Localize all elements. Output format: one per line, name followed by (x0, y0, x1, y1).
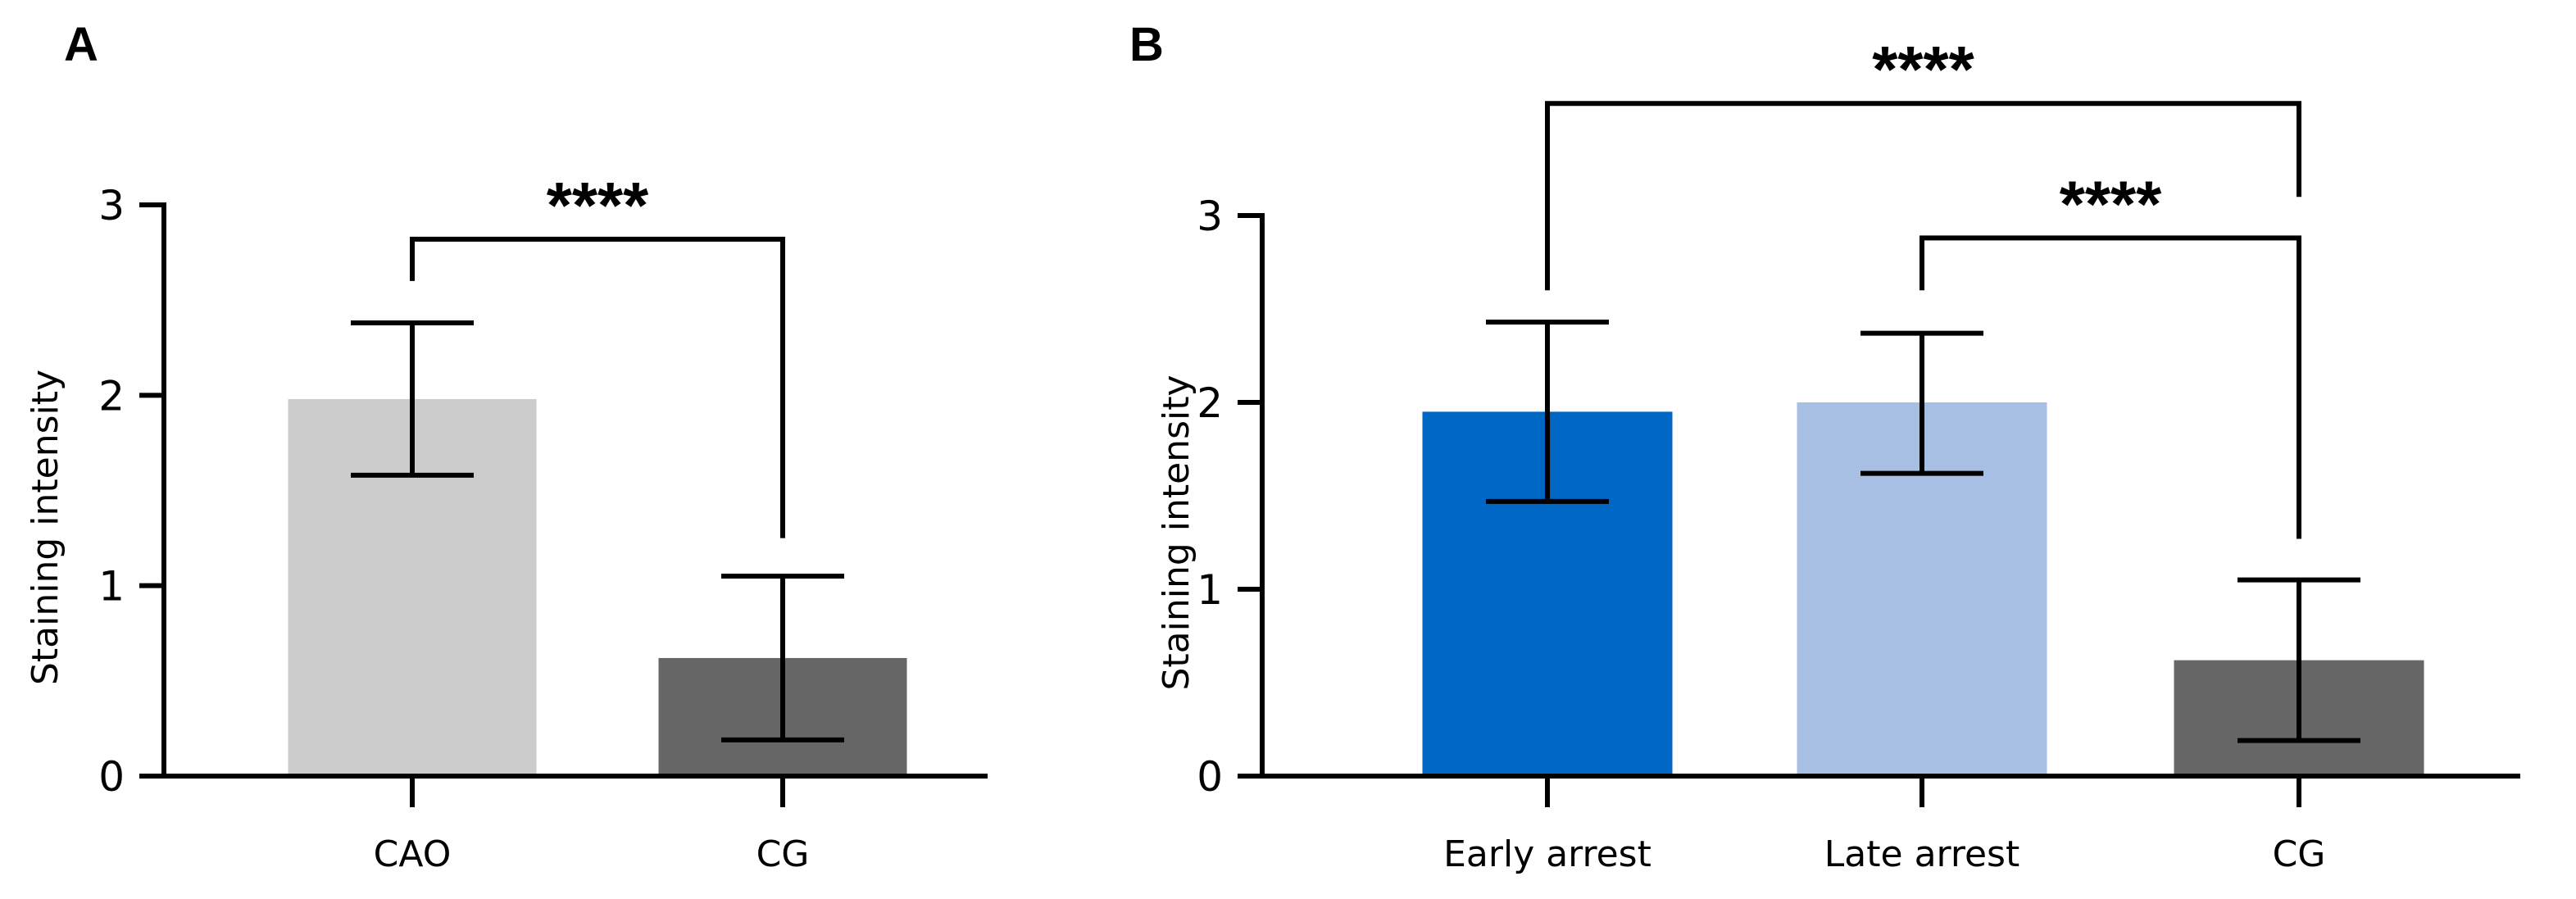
panel-b-significance-label-1: **** (2060, 167, 2162, 240)
panel-b-category-label-1: Late arrest (1824, 833, 2019, 875)
panel-b-category-label-0: Early arrest (1443, 833, 1651, 875)
panel-b-category-label-2: CG (2273, 833, 2326, 875)
panel-a-significance-label-0: **** (547, 169, 649, 242)
panel-b-chart: B 0 1 2 3 Early arrest Late arrest CG Staining … (1129, 18, 2520, 875)
panel-a-category-label-1: CG (756, 833, 810, 875)
panel-b-y-tick-label-0: 0 (1197, 753, 1223, 801)
panel-b-y-tick-label-1: 1 (1197, 566, 1223, 614)
panel-a-y-axis-title: Staining intensity (25, 370, 66, 685)
panel-a-y-tick-label-0: 0 (98, 753, 125, 801)
panel-a-label: A (64, 18, 98, 71)
panel-b-y-tick-label-3: 3 (1197, 193, 1223, 240)
panel-b-significance-label-0: **** (1872, 33, 1974, 106)
panel-a-category-label-0: CAO (374, 833, 452, 875)
panel-b-significance-bracket-0 (1545, 101, 2301, 291)
panel-b-y-axis-title: Staining intensity (1156, 375, 1197, 690)
panel-a-y-tick-label-2: 2 (98, 372, 125, 420)
panel-a-y-tick-label-1: 1 (98, 563, 125, 611)
panel-b-y-tick-label-2: 2 (1197, 379, 1223, 427)
panel-b-significance-bracket-1 (1920, 235, 2301, 539)
panel-a-y-tick-label-3: 3 (98, 182, 125, 229)
panel-a-significance-bracket-0 (410, 236, 785, 538)
panel-a-chart: A 0 1 2 3 CAO CG Staining intensity **** (25, 18, 988, 875)
panel-b-label: B (1129, 18, 1164, 71)
